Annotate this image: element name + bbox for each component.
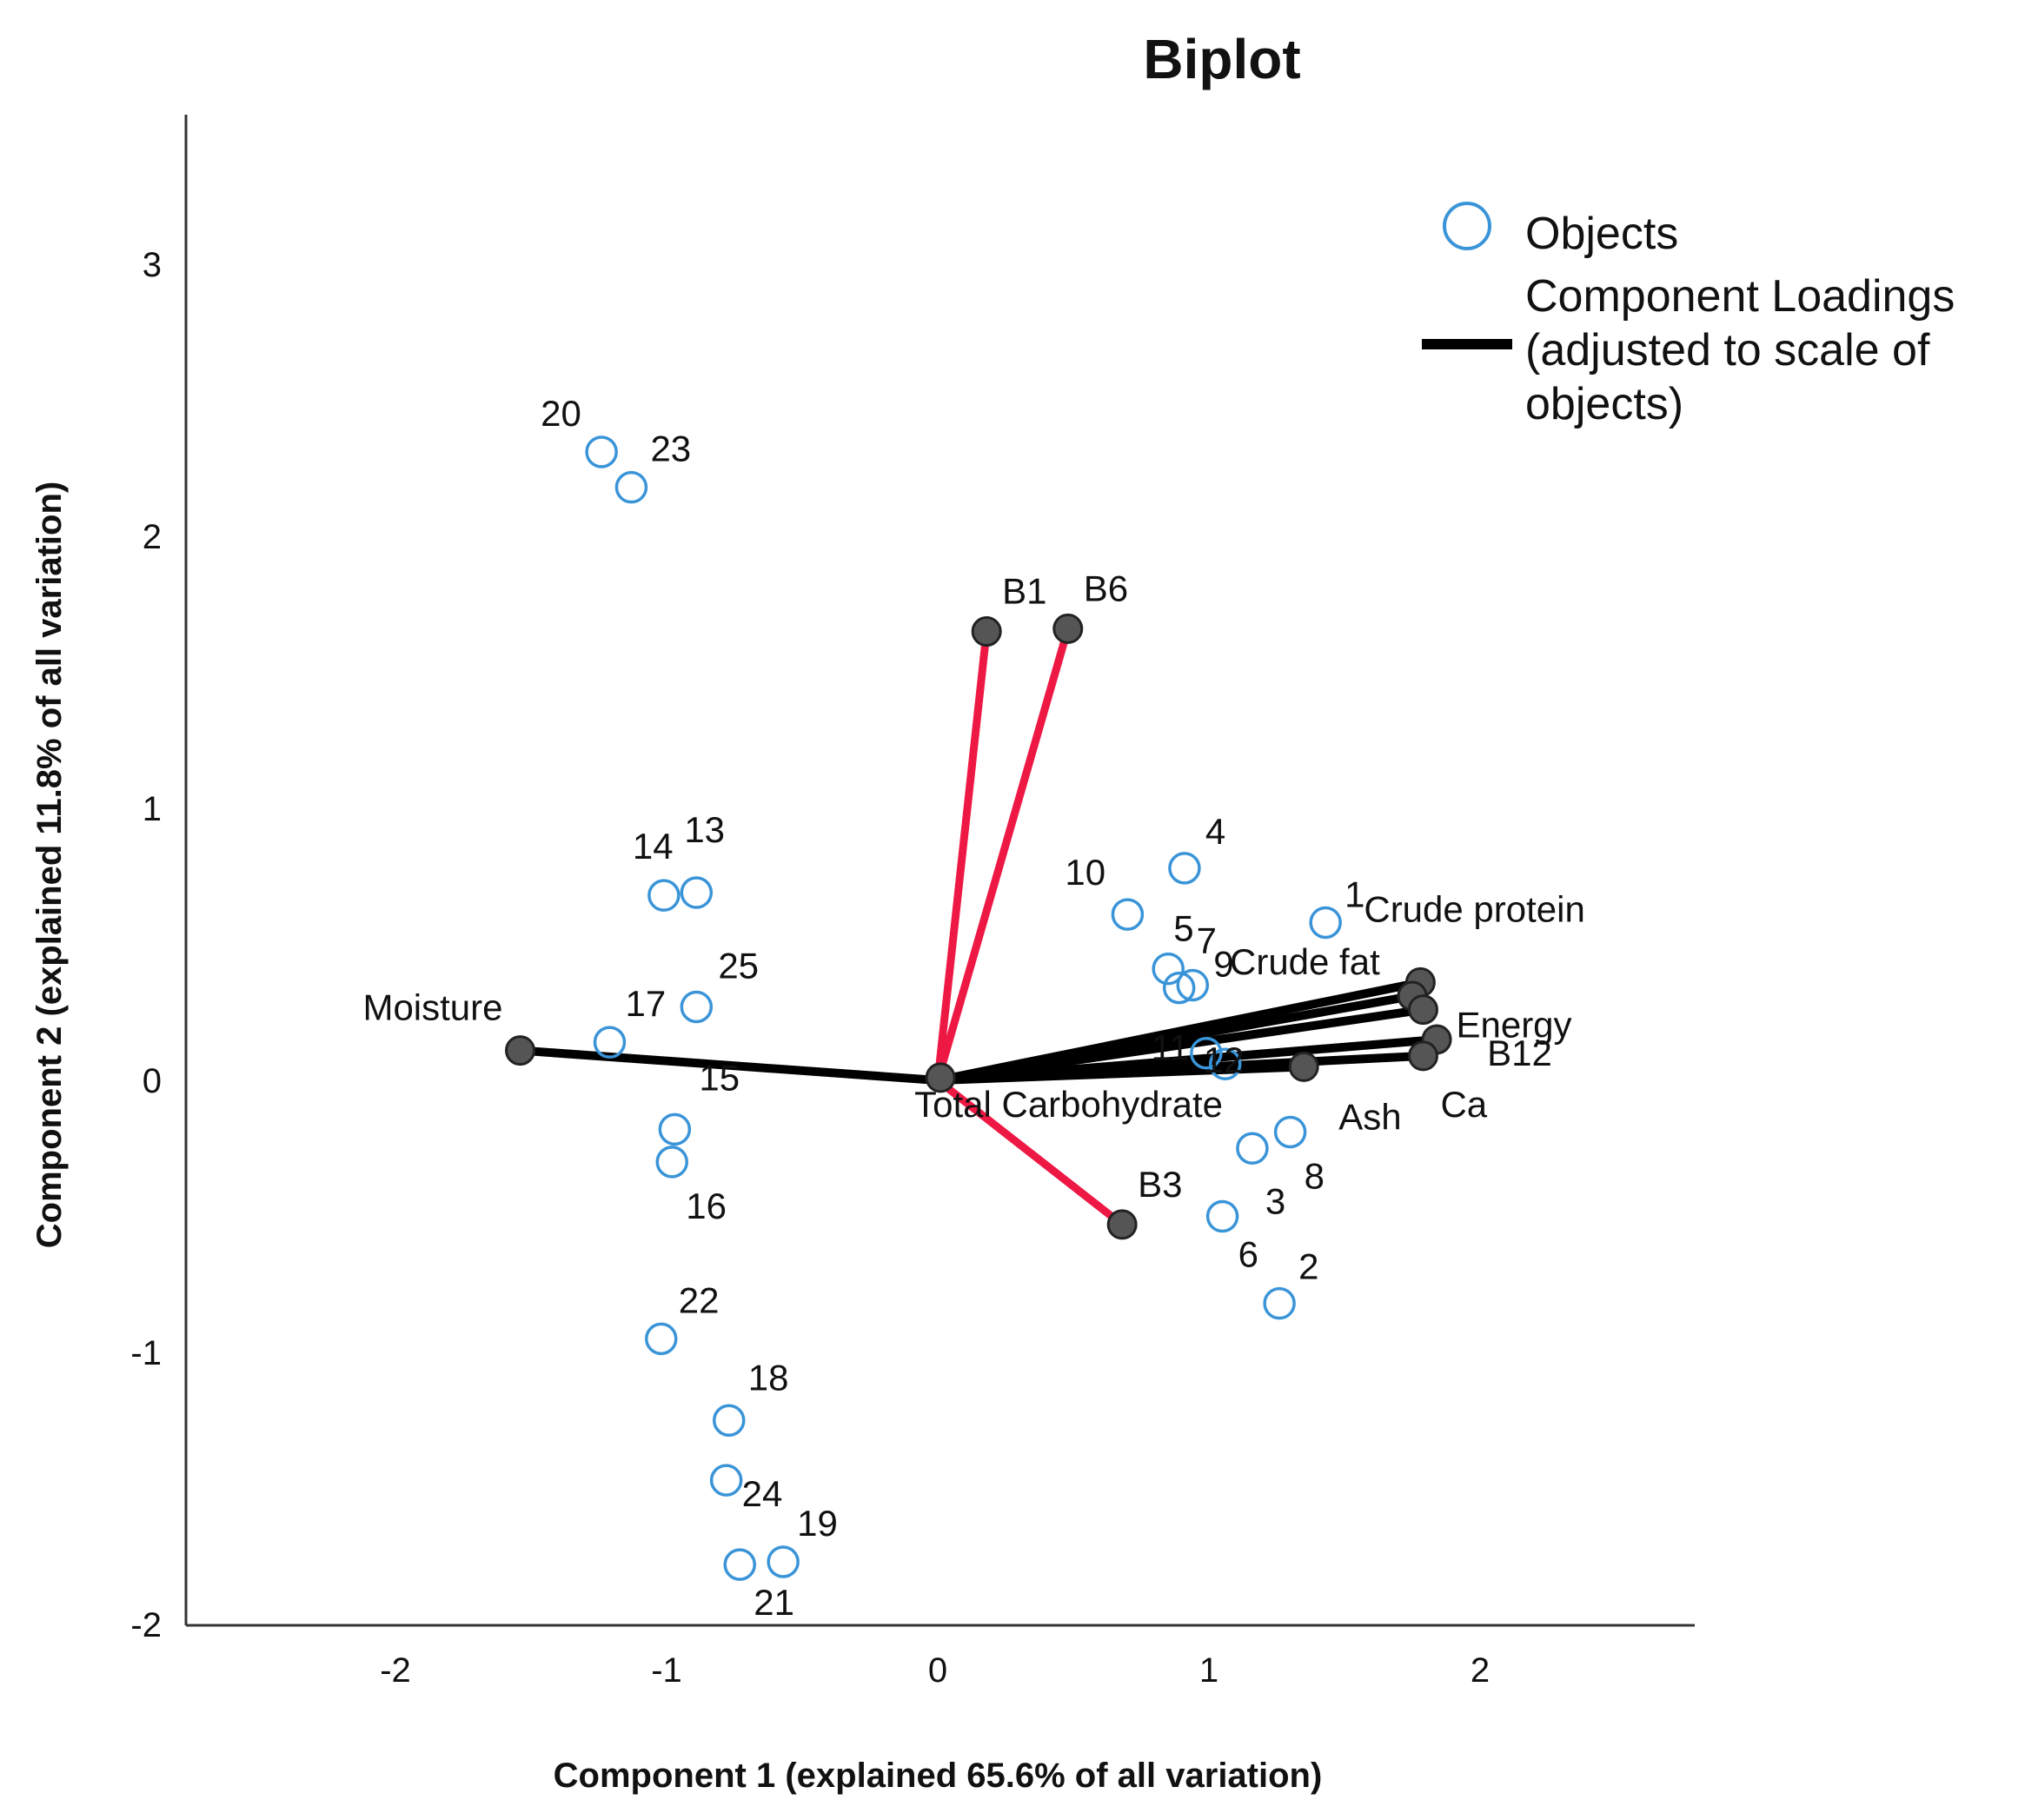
object-point-5 (1152, 952, 1185, 986)
x-tick-label: -2 (380, 1651, 411, 1690)
object-point-6 (1205, 1199, 1239, 1233)
loading-label-moisture: Moisture (362, 987, 502, 1028)
loading-label-b1: B1 (1002, 571, 1046, 612)
object-label-22: 22 (679, 1279, 720, 1320)
legend-loadings-label: Component Loadings (adjusted to scale of o… (1525, 271, 1955, 429)
loading-point-b3 (1106, 1209, 1138, 1240)
object-label-10: 10 (1065, 852, 1105, 893)
loading-point-ca (1407, 1040, 1438, 1072)
object-label-2: 2 (1298, 1246, 1318, 1287)
object-point-10 (1111, 898, 1145, 931)
object-label-1: 1 (1344, 873, 1364, 914)
object-label-3: 3 (1265, 1180, 1285, 1221)
object-point-21 (723, 1548, 756, 1581)
chart-title: Biplot (1143, 28, 1300, 90)
object-label-12: 12 (1204, 1040, 1245, 1080)
object-point-9 (1176, 968, 1210, 1002)
y-tick-label: 2 (143, 518, 162, 556)
object-point-13 (680, 876, 714, 909)
object-label-4: 4 (1205, 811, 1225, 852)
loading-point-b6 (1052, 613, 1084, 644)
legend-objects-label: Objects (1525, 209, 1678, 259)
object-label-19: 19 (797, 1503, 838, 1544)
loading-vector-energy (933, 1005, 1428, 1085)
loading-label-ash: Ash (1338, 1096, 1401, 1137)
loading-point-b1 (971, 616, 1002, 648)
loading-point-energy (1407, 994, 1438, 1026)
object-label-13: 13 (684, 809, 725, 850)
object-label-7: 7 (1197, 920, 1217, 961)
loading-vector-moisture (515, 1046, 942, 1085)
loading-vector-b1 (933, 628, 991, 1085)
object-label-20: 20 (541, 393, 581, 434)
object-point-18 (713, 1404, 746, 1437)
object-label-14: 14 (633, 826, 674, 867)
object-point-17 (593, 1026, 627, 1059)
loading-label-crude-protein: Crude protein (1364, 888, 1584, 929)
loading-point-moisture (505, 1035, 536, 1066)
loading-vector-b3 (933, 1076, 1126, 1229)
y-tick-label: 0 (143, 1062, 162, 1100)
object-label-25: 25 (718, 945, 759, 986)
legend-objects-marker (1443, 202, 1491, 250)
y-tick-label: -2 (130, 1606, 162, 1644)
x-tick-label: -1 (651, 1651, 682, 1690)
object-point-25 (680, 990, 714, 1024)
loading-label-b3: B3 (1138, 1164, 1182, 1205)
object-label-5: 5 (1173, 908, 1193, 949)
loading-vector-b6 (933, 624, 1072, 1085)
y-tick-label: -1 (130, 1334, 162, 1372)
object-label-8: 8 (1305, 1155, 1325, 1196)
object-point-2 (1263, 1286, 1296, 1320)
object-point-22 (645, 1322, 678, 1356)
object-point-11 (1190, 1036, 1223, 1070)
object-point-1 (1309, 906, 1342, 940)
object-point-23 (614, 470, 648, 504)
x-tick-label: 2 (1471, 1651, 1490, 1690)
x-tick-label: 1 (1199, 1651, 1218, 1690)
object-label-6: 6 (1238, 1234, 1258, 1275)
object-label-11: 11 (1152, 1027, 1190, 1068)
object-point-24 (709, 1464, 743, 1497)
object-label-9: 9 (1213, 943, 1233, 984)
object-label-21: 21 (754, 1582, 794, 1623)
loading-point-total-carbohydrate (925, 1062, 956, 1093)
axes (184, 115, 1695, 1627)
object-label-23: 23 (650, 428, 691, 469)
object-point-3 (1236, 1132, 1269, 1165)
x-tick-labels: -2 -1 0 1 2 (380, 1651, 1490, 1690)
x-axis-label: Component 1 (explained 65.6% of all vari… (554, 1757, 1323, 1795)
object-label-16: 16 (686, 1186, 727, 1226)
object-point-7 (1162, 971, 1196, 1005)
object-point-4 (1168, 852, 1201, 885)
object-point-16 (655, 1146, 688, 1179)
loading-label-total-carbohydrate: Total Carbohydrate (914, 1084, 1223, 1125)
loading-vector-ash (933, 1062, 1309, 1085)
loading-label-ca: Ca (1440, 1084, 1487, 1125)
object-label-15: 15 (699, 1057, 740, 1098)
loading-label-b12: B12 (1487, 1033, 1552, 1073)
object-point-15 (658, 1113, 692, 1146)
object-point-14 (647, 879, 681, 912)
object-point-20 (585, 435, 618, 468)
legend: Objects Component Loadings (adjusted to s… (1422, 202, 1955, 429)
y-tick-labels: -2 -1 0 1 2 3 (130, 246, 162, 1644)
object-point-12 (1208, 1047, 1242, 1080)
loading-label-energy: Energy (1456, 1005, 1571, 1046)
loading-point-ash (1288, 1051, 1319, 1082)
object-label-24: 24 (742, 1473, 783, 1514)
y-axis-label: Component 2 (explained 11.8% of all vari… (30, 482, 69, 1248)
y-tick-label: 3 (143, 246, 162, 284)
y-tick-label: 1 (143, 790, 162, 828)
object-point-19 (767, 1545, 800, 1578)
x-tick-label: 0 (928, 1651, 947, 1690)
component-loadings: Moisture Crude protein Crude fat EnergyB12C… (362, 568, 1585, 1240)
object-label-17: 17 (625, 983, 666, 1024)
object-point-8 (1273, 1115, 1307, 1149)
loading-label-crude-fat: Crude fat (1230, 941, 1380, 982)
loading-label-b6: B6 (1084, 568, 1128, 608)
object-label-18: 18 (748, 1357, 789, 1398)
